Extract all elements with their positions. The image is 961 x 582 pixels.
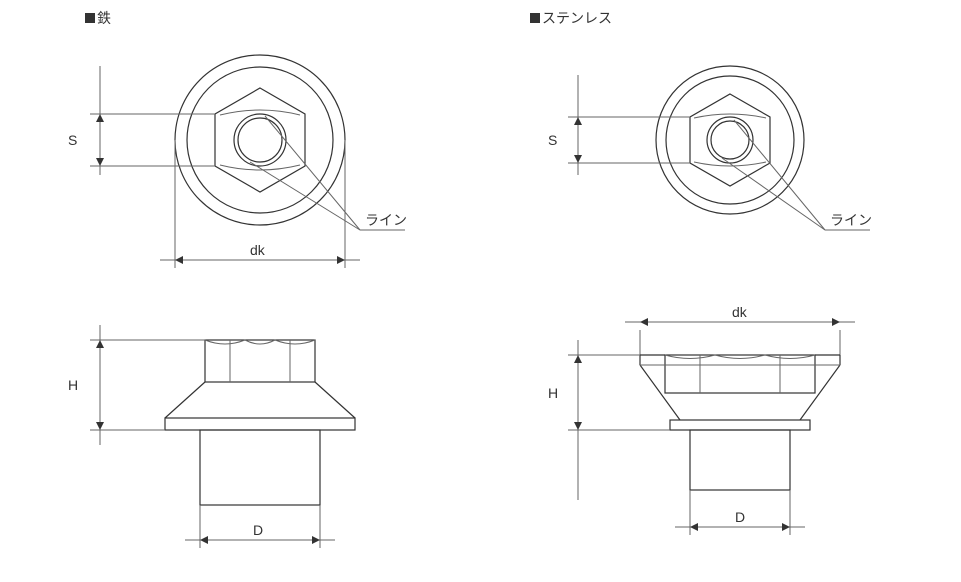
h-label-right: H [548, 385, 558, 401]
hole-inner [711, 121, 749, 159]
cone-l [165, 382, 205, 418]
thread-body [690, 430, 790, 490]
hex-nut [690, 94, 770, 186]
s-label-right: S [548, 132, 557, 148]
hole-outer [234, 114, 286, 166]
h-label-left: H [68, 377, 78, 393]
arrow-icon [832, 318, 840, 326]
hex-arc-side [275, 340, 315, 344]
leader-line-1 [734, 120, 825, 230]
line-label-right: ライン [830, 212, 872, 228]
inner-ring [187, 67, 333, 213]
hex-side [205, 340, 315, 382]
dk-label-left: dk [250, 242, 266, 258]
hole-outer [707, 117, 753, 163]
arrow-icon [574, 355, 582, 363]
inner-ring [666, 76, 794, 204]
arrow-icon [96, 422, 104, 430]
thread-body [200, 430, 320, 505]
line-label-left: ライン [365, 212, 407, 228]
arrow-icon [690, 523, 698, 531]
s-label-left: S [68, 132, 77, 148]
arrow-icon [312, 536, 320, 544]
leader-line-2 [250, 162, 360, 230]
left-bottom-view: H D [60, 300, 440, 570]
arrow-icon [640, 318, 648, 326]
right-top-view: ライン S [540, 20, 920, 280]
hole-inner [238, 118, 282, 162]
d-label-left: D [253, 522, 263, 538]
arrow-icon [96, 158, 104, 166]
arrow-icon [200, 536, 208, 544]
arrow-icon [574, 422, 582, 430]
outer-circle [175, 55, 345, 225]
hex-nut [215, 88, 305, 192]
square-marker-icon [530, 13, 540, 23]
arrow-icon [96, 340, 104, 348]
arrow-icon [782, 523, 790, 531]
flange [165, 418, 355, 430]
arrow-icon [337, 256, 345, 264]
hex-side [665, 355, 815, 393]
left-top-view: ライン S dk [60, 20, 440, 280]
arrow-icon [574, 155, 582, 163]
arrow-icon [574, 117, 582, 125]
leader-line-2 [722, 158, 825, 230]
right-bottom-view: dk H D [540, 300, 940, 570]
outer-circle [656, 66, 804, 214]
arrow-icon [96, 114, 104, 122]
arrow-icon [175, 256, 183, 264]
flange-plate [670, 420, 810, 430]
hex-arc-side [245, 340, 275, 344]
d-label-right: D [735, 509, 745, 525]
dk-label-right: dk [732, 304, 748, 320]
hex-arc-side [205, 340, 245, 344]
cone-r [315, 382, 355, 418]
leader-line-1 [265, 116, 360, 230]
